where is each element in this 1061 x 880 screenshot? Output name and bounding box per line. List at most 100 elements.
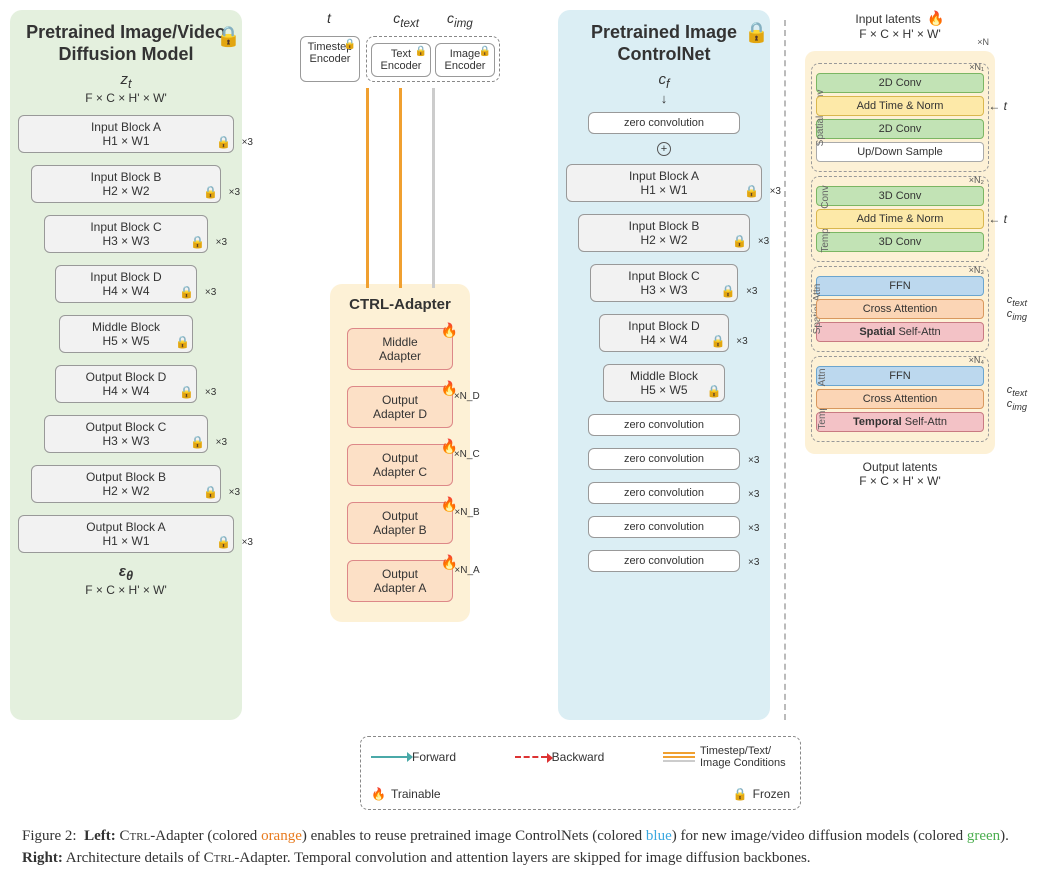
detail-block-1-0: 3D Conv <box>816 186 984 206</box>
zero-conv-0: zero convolution <box>588 414 741 436</box>
detail-group-1: Temporal Conv×N₂3D ConvAdd Time & Norm← … <box>811 176 989 262</box>
blue-block-0: Input Block AH1 × W1🔒×3 <box>566 164 762 202</box>
lock-icon: 🔒 <box>711 334 725 348</box>
lock-icon: 🔒 <box>203 485 217 499</box>
lock-icon: 🔒 <box>732 234 746 248</box>
green-title: Pretrained Image/Video Diffusion Model <box>18 22 234 65</box>
adapter-title: CTRL-Adapter <box>349 296 451 314</box>
legend: Forward Backward Timestep/Text/ Image Co… <box>360 736 801 810</box>
green-block-5: Output Block DH4 × W4🔒×3 <box>55 365 198 403</box>
lock-icon: 🔒 <box>190 235 204 249</box>
divider <box>784 20 786 720</box>
lock-icon: 🔒 <box>216 135 230 149</box>
green-block-0: Input Block AH1 × W1🔒×3 <box>18 115 234 153</box>
blue-block-3: Input Block DH4 × W4🔒×3 <box>599 314 728 352</box>
forward-arrow-icon <box>371 756 407 758</box>
backward-arrow-icon <box>515 756 547 758</box>
detail-block-2-1: Cross Attentionctextcimg <box>816 299 984 319</box>
lock-icon: 🔒 <box>343 39 357 53</box>
lock-icon: 🔒 <box>414 46 428 60</box>
t-var: t <box>299 10 359 26</box>
figure-caption: Figure 2: Left: Ctrl-Adapter (colored or… <box>0 816 1061 880</box>
legend-trainable: 🔥Trainable <box>371 787 441 801</box>
detail-block-0-0: 2D Conv <box>816 73 984 93</box>
lock-icon: 🔒 <box>179 285 193 299</box>
n-mult: ×N <box>977 37 989 47</box>
green-block-3: Input Block DH4 × W4🔒×3 <box>55 265 198 303</box>
lock-icon: 🔒 <box>190 435 204 449</box>
legend-forward: Forward <box>371 750 456 764</box>
green-block-6: Output Block CH3 × W3🔒×3 <box>44 415 208 453</box>
zero-conv-top: zero convolution <box>588 112 741 134</box>
encoder-group: Text Encoder🔒 Image Encoder🔒 <box>366 36 500 82</box>
legend-frozen: 🔒Frozen <box>733 787 790 801</box>
adapter-block-4: OutputAdapter A🔥×N_A <box>347 560 452 602</box>
cf-var: cf <box>659 71 670 91</box>
detail-block-3-1: Cross Attentionctextcimg <box>816 389 984 409</box>
text-line <box>399 88 402 288</box>
detail-block-1-1: Add Time & Norm← t <box>816 209 984 229</box>
input-latents-dims: F × C × H' × W' <box>859 27 941 41</box>
zero-conv-1: zero convolution×3 <box>588 448 741 470</box>
green-block-8: Output Block AH1 × W1🔒×3 <box>18 515 234 553</box>
adapter-block-2: OutputAdapter C🔥×N_C <box>347 444 452 486</box>
output-latents-label: Output latents <box>863 460 938 474</box>
zero-conv-3: zero convolution×3 <box>588 516 741 538</box>
controlnet-column: 🔒 Pretrained Image ControlNet cf ↓ zero … <box>558 10 770 720</box>
blue-block-1: Input Block BH2 × W2🔒×3 <box>578 214 750 252</box>
zt-var: zt <box>121 71 132 91</box>
lock-icon: 🔒 <box>478 46 492 60</box>
blue-block-2: Input Block CH3 × W3🔒×3 <box>590 264 739 302</box>
detail-block-0-1: Add Time & Norm← t <box>816 96 984 116</box>
eps-dims: F × C × H' × W' <box>85 583 167 597</box>
lock-icon: 🔒 <box>744 20 758 34</box>
adapter-block-3: OutputAdapter B🔥×N_B <box>347 502 452 544</box>
adapter-block-1: OutputAdapter D🔥×N_D <box>347 386 452 428</box>
green-block-2: Input Block CH3 × W3🔒×3 <box>44 215 208 253</box>
blue-block-4: Middle BlockH5 × W5🔒 <box>603 364 725 402</box>
lock-icon: 🔒 <box>216 535 230 549</box>
detail-group-0: Spatial Conv×N₁2D ConvAdd Time & Norm← t… <box>811 63 989 172</box>
detail-block-2-2: Spatial Self-Attn <box>816 322 984 342</box>
detail-group-2: Spatial Attn×N₃FFNCross Attentionctextci… <box>811 266 989 352</box>
figure-container: 🔒 Pretrained Image/Video Diffusion Model… <box>0 0 1061 730</box>
eps-var: εθ <box>119 563 133 583</box>
detail-block-0-2: 2D Conv <box>816 119 984 139</box>
fire-icon: 🔥 <box>371 787 386 801</box>
plus-icon: + <box>657 142 671 156</box>
zero-conv-4: zero convolution×3 <box>588 550 741 572</box>
zt-dims: F × C × H' × W' <box>85 91 167 105</box>
detail-block-0-3: Up/Down Sample <box>816 142 984 162</box>
timestep-encoder: Timestep Encoder🔒 <box>300 36 360 82</box>
detail-block-3-2: Temporal Self-Attn <box>816 412 984 432</box>
detail-panel: ×N Spatial Conv×N₁2D ConvAdd Time & Norm… <box>805 51 995 454</box>
lock-icon: 🔒 <box>707 384 721 398</box>
adapter-block-0: MiddleAdapter🔥 <box>347 328 452 370</box>
text-encoder: Text Encoder🔒 <box>371 43 431 77</box>
lock-icon: 🔒 <box>744 184 758 198</box>
output-latents-dims: F × C × H' × W' <box>859 474 941 488</box>
ctrl-adapter-column: CTRL-Adapter MiddleAdapter🔥 OutputAdapter… <box>330 284 470 622</box>
fire-icon: 🔥 <box>927 10 944 26</box>
fire-icon: 🔥 <box>441 322 457 338</box>
legend-backward: Backward <box>515 750 605 764</box>
green-block-1: Input Block BH2 × W2🔒×3 <box>31 165 221 203</box>
legend-conditions: Timestep/Text/ Image Conditions <box>663 745 790 769</box>
lock-icon: 🔒 <box>179 385 193 399</box>
green-block-4: Middle BlockH5 × W5🔒 <box>59 315 193 353</box>
img-line <box>432 88 435 288</box>
lock-icon: 🔒 <box>216 24 230 38</box>
detail-group-3: Temporal Attn×N₄FFNCross Attentionctextc… <box>811 356 989 442</box>
blue-title: Pretrained Image ControlNet <box>566 22 762 65</box>
lock-icon: 🔒 <box>720 284 734 298</box>
lock-icon: 🔒 <box>203 185 217 199</box>
ctext-var: ctext <box>393 10 419 26</box>
green-block-7: Output Block BH2 × W2🔒×3 <box>31 465 221 503</box>
image-encoder: Image Encoder🔒 <box>435 43 495 77</box>
detail-column: Input latents 🔥 F × C × H' × W' ×N Spati… <box>800 10 1000 720</box>
input-latents-label: Input latents <box>855 12 920 26</box>
detail-block-1-2: 3D Conv <box>816 232 984 252</box>
center-column: t ctext cimg Timestep Encoder🔒 Text Enco… <box>250 10 550 720</box>
cimg-var: cimg <box>447 10 473 26</box>
lock-icon: 🔒 <box>175 335 189 349</box>
